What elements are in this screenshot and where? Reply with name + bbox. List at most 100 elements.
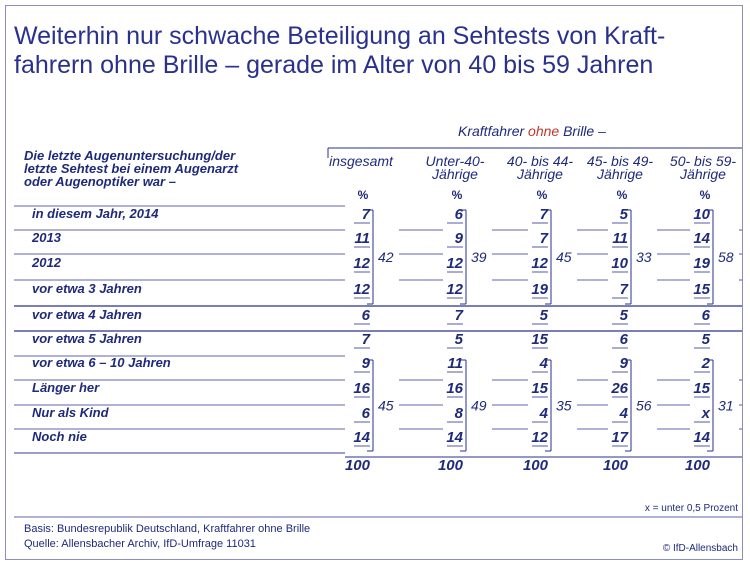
value-cell: x — [701, 405, 711, 422]
column-header: insgesamt — [329, 153, 394, 169]
question-line: Die letzte Augenuntersuchung/der — [24, 148, 236, 163]
value-cell: 12 — [353, 281, 370, 298]
group-sum: 45 — [556, 249, 572, 265]
footnote: x = unter 0,5 Prozent — [645, 503, 738, 514]
total-cell: 100 — [523, 457, 549, 474]
value-cell: 14 — [693, 230, 710, 247]
basis-text: Basis: Bundesrepublik Deutschland, Kraft… — [24, 523, 310, 535]
value-cell: 12 — [531, 429, 548, 446]
row-label: vor etwa 6 – 10 Jahren — [32, 355, 171, 370]
group-sum: 49 — [471, 398, 487, 414]
row-label: Länger her — [32, 380, 100, 395]
column-header: Jährige — [516, 166, 563, 182]
value-cell: 5 — [620, 206, 629, 223]
percent-sign: % — [452, 188, 463, 202]
row-label: vor etwa 4 Jahren — [32, 307, 142, 322]
value-cell: 14 — [353, 429, 370, 446]
value-cell: 12 — [531, 255, 548, 272]
value-cell: 6 — [702, 307, 711, 324]
value-cell: 19 — [693, 255, 710, 272]
value-cell: 7 — [540, 230, 549, 247]
value-cell: 5 — [702, 331, 711, 348]
value-cell: 16 — [353, 380, 370, 397]
percent-sign: % — [617, 188, 628, 202]
value-cell: 11 — [447, 355, 463, 372]
value-cell: 6 — [362, 307, 371, 324]
value-cell: 5 — [540, 307, 549, 324]
column-header: 40- bis 44- — [507, 153, 573, 169]
row-label: Nur als Kind — [32, 405, 110, 420]
group-sum: 33 — [636, 249, 652, 265]
value-cell: 6 — [620, 331, 629, 348]
value-cell: 4 — [539, 355, 549, 372]
value-cell: 8 — [455, 405, 464, 422]
value-cell: 9 — [455, 230, 464, 247]
value-cell: 5 — [620, 307, 629, 324]
row-label: in diesem Jahr, 2014 — [32, 206, 159, 221]
value-cell: 9 — [362, 355, 371, 372]
row-label: vor etwa 5 Jahren — [32, 331, 142, 346]
group-sum: 35 — [556, 398, 572, 414]
value-cell: 12 — [446, 281, 463, 298]
total-cell: 100 — [438, 457, 464, 474]
source-text: Quelle: Allensbacher Archiv, IfD-Umfrage… — [24, 538, 256, 550]
value-cell: 10 — [693, 206, 710, 223]
row-label: 2012 — [31, 255, 62, 270]
chart-title: Weiterhin nur schwache Beteiligung an Se… — [14, 22, 666, 79]
total-cell: 100 — [685, 457, 711, 474]
value-cell: 26 — [610, 380, 628, 397]
value-cell: 5 — [455, 331, 464, 348]
value-cell: 7 — [540, 206, 549, 223]
column-header: Unter-40- — [426, 153, 485, 169]
value-cell: 9 — [620, 355, 629, 372]
question-line: oder Augenoptiker war – — [24, 174, 176, 189]
value-cell: 6 — [362, 405, 371, 422]
value-cell: 14 — [446, 429, 463, 446]
value-cell: 15 — [693, 281, 710, 298]
value-cell: 6 — [455, 206, 464, 223]
value-cell: 17 — [611, 429, 628, 446]
value-cell: 7 — [620, 281, 629, 298]
value-cell: 12 — [353, 255, 370, 272]
row-label: Noch nie — [32, 429, 87, 444]
column-header: 45- bis 49- — [587, 153, 653, 169]
column-header: Jährige — [596, 166, 643, 182]
group-sum: 42 — [378, 249, 394, 265]
value-cell: 7 — [362, 206, 371, 223]
question-line: letzte Sehtest bei einem Augenarzt — [24, 161, 239, 176]
value-cell: 4 — [619, 405, 629, 422]
column-header: 50- bis 59- — [670, 153, 736, 169]
value-cell: 4 — [539, 405, 549, 422]
row-label: 2013 — [31, 230, 62, 245]
group-sum: 56 — [636, 398, 652, 414]
column-header: Jährige — [679, 166, 726, 182]
column-group-header: Kraftfahrer ohne Brille – — [458, 123, 606, 139]
group-sum: 45 — [378, 398, 394, 414]
value-cell: 10 — [611, 255, 628, 272]
total-cell: 100 — [603, 457, 629, 474]
row-label: vor etwa 3 Jahren — [32, 281, 142, 296]
value-cell: 11 — [612, 230, 628, 247]
chart-frame — [5, 5, 743, 560]
value-cell: 15 — [531, 380, 548, 397]
value-cell: 7 — [455, 307, 464, 324]
value-cell: 12 — [446, 255, 463, 272]
column-header: Jährige — [431, 166, 478, 182]
value-cell: 7 — [362, 331, 371, 348]
percent-sign: % — [537, 188, 548, 202]
group-sum: 58 — [718, 249, 734, 265]
value-cell: 15 — [693, 380, 710, 397]
value-cell: 11 — [354, 230, 370, 247]
percent-sign: % — [358, 188, 369, 202]
copyright-text: © IfD-Allensbach — [663, 543, 738, 554]
value-cell: 14 — [693, 429, 710, 446]
value-cell: 19 — [531, 281, 548, 298]
percent-sign: % — [700, 188, 711, 202]
value-cell: 15 — [531, 331, 548, 348]
value-cell: 16 — [446, 380, 463, 397]
group-sum: 39 — [471, 249, 487, 265]
value-cell: 2 — [701, 355, 711, 372]
group-sum: 31 — [718, 398, 734, 414]
total-cell: 100 — [345, 457, 371, 474]
